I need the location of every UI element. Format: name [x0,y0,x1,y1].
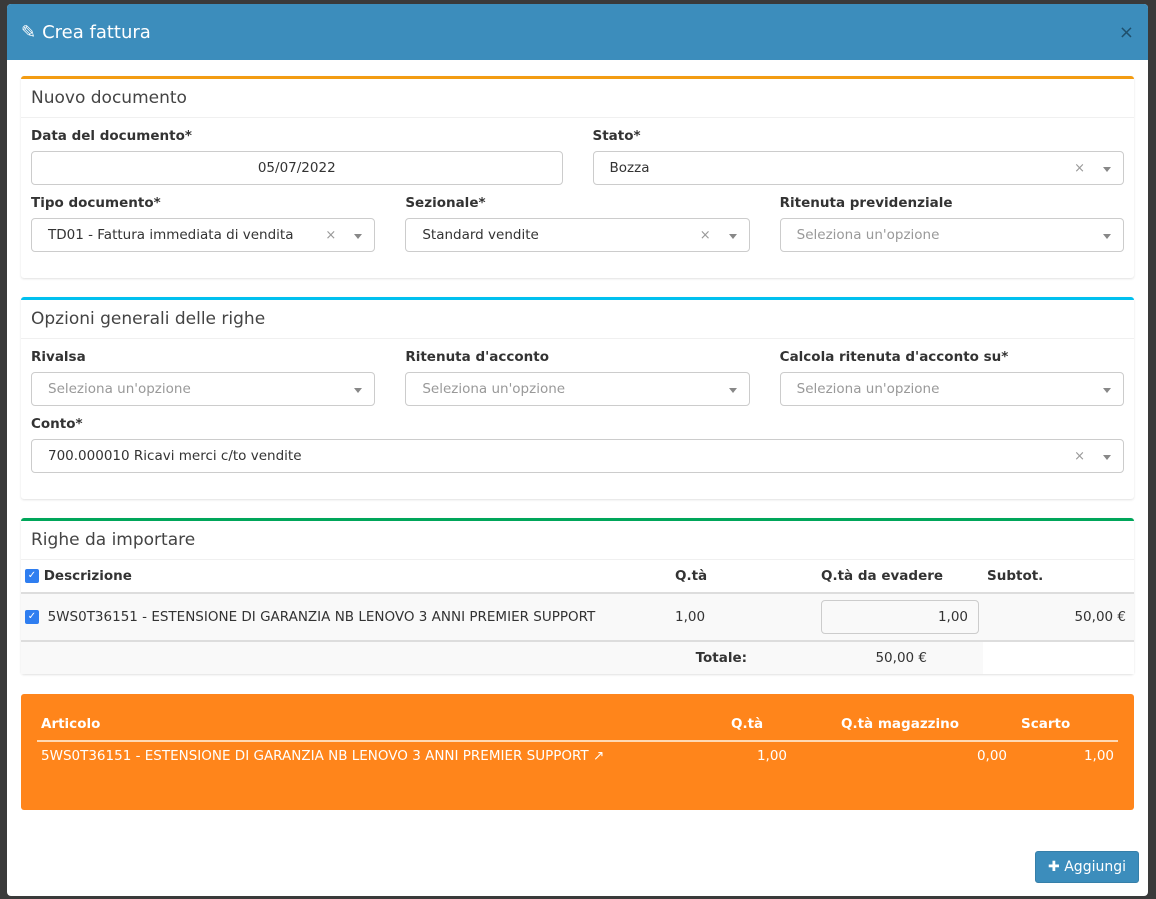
row-scarto: 1,00 [1083,748,1114,764]
pencil-icon: ✎ [21,21,37,43]
sezionale-value: Standard vendite [422,227,539,243]
row-options-box: Opzioni generali delle righe Rivalsa Sel… [21,297,1134,499]
status-value: Bozza [609,160,650,176]
placeholder: Seleziona un'opzione [796,227,940,243]
sezionale-select[interactable]: Standard vendite × [405,218,750,252]
box-title: Righe da importare [21,521,1134,560]
caret-down-icon [728,388,737,393]
doc-type-select[interactable]: TD01 - Fattura immediata di vendita × [31,218,376,252]
sezionale-label: Sezionale* [405,195,486,211]
caret-down-icon [1102,234,1111,239]
total-label: Totale: [695,650,747,666]
status-select[interactable]: Bozza × [592,151,1124,185]
col-header: Articolo [37,708,727,742]
rivalsa-select[interactable]: Seleziona un'opzione [31,372,376,406]
status-label: Stato* [592,128,641,144]
stock-warning-box: Articolo Q.tà Q.tà magazzino Scarto 5WS0… [21,694,1134,810]
box-title: Nuovo documento [21,79,1134,118]
col-header: Q.tà [727,708,837,742]
modal-title: Crea fattura [42,21,151,43]
doc-type-value: TD01 - Fattura immediata di vendita [48,227,294,243]
col-header: Q.tà magazzino [837,708,1017,742]
table-row: 5WS0T36151 - ESTENSIONE DI GARANZIA NB L… [37,741,1118,770]
total-row: Totale: 50,00 € [21,641,1134,674]
row-qty: 1,00 [675,609,706,625]
date-input[interactable]: 05/07/2022 [31,151,563,185]
row-qty: 1,00 [756,748,787,764]
select-all-checkbox[interactable]: ✓ [25,569,39,583]
calcola-label: Calcola ritenuta d'acconto su* [779,349,1009,365]
conto-select[interactable]: 700.000010 Ricavi merci c/to vendite × [31,439,1124,473]
ritenuta-prev-select[interactable]: Seleziona un'opzione [779,218,1124,252]
caret-down-icon [1102,388,1111,393]
col-header: Scarto [1017,708,1118,742]
box-title: Opzioni generali delle righe [21,300,1134,339]
row-subtotal: 50,00 € [1074,609,1126,625]
ritenuta-acconto-label: Ritenuta d'acconto [405,349,549,365]
plus-icon: ✚ [1048,859,1060,875]
date-label: Data del documento* [31,128,192,144]
article-link[interactable]: 5WS0T36151 - ESTENSIONE DI GARANZIA NB L… [41,748,589,764]
add-button[interactable]: ✚ Aggiungi [1035,851,1139,883]
row-checkbox[interactable]: ✓ [25,610,39,624]
row-stock-qty: 0,00 [976,748,1007,764]
clear-icon[interactable]: × [699,227,711,243]
col-header: Subtot. [983,560,1134,594]
placeholder: Seleziona un'opzione [48,381,191,397]
rows-table: ✓ Descrizione Q.tà Q.tà da evadere Subto… [21,560,1134,674]
placeholder: Seleziona un'opzione [796,381,940,397]
total-value: 50,00 € [875,650,927,666]
clear-icon[interactable]: × [1074,160,1085,176]
caret-down-icon [728,234,737,239]
new-document-box: Nuovo documento Data del documento* 05/0… [21,76,1134,278]
modal-header: ✎ Crea fattura × [7,4,1148,60]
stock-table: Articolo Q.tà Q.tà magazzino Scarto 5WS0… [37,708,1118,770]
caret-down-icon [354,234,363,239]
caret-down-icon [354,388,363,393]
create-invoice-modal: ✎ Crea fattura × Nuovo documento Data de… [7,4,1148,896]
clear-icon[interactable]: × [325,227,337,243]
placeholder: Seleziona un'opzione [422,381,566,397]
clear-icon[interactable]: × [1074,448,1085,464]
calcola-select[interactable]: Seleziona un'opzione [779,372,1124,406]
qty-to-process-input[interactable]: 1,00 [821,600,979,634]
row-description: 5WS0T36151 - ESTENSIONE DI GARANZIA NB L… [47,609,596,625]
col-header: Descrizione [43,568,132,584]
conto-value: 700.000010 Ricavi merci c/to vendite [48,448,302,464]
close-button[interactable]: × [1118,21,1134,43]
ritenuta-prev-label: Ritenuta previdenziale [779,195,953,211]
col-header: Q.tà [671,560,751,594]
caret-down-icon [1103,167,1111,172]
rows-import-box: Righe da importare ✓ Descrizione Q.tà Q.… [21,518,1134,674]
ritenuta-acconto-select[interactable]: Seleziona un'opzione [405,372,750,406]
col-header: Q.tà da evadere [751,560,983,594]
conto-label: Conto* [31,416,83,432]
add-label: Aggiungi [1064,859,1126,875]
doc-type-label: Tipo documento* [31,195,161,211]
table-row: ✓ 5WS0T36151 - ESTENSIONE DI GARANZIA NB… [21,593,1134,641]
rivalsa-label: Rivalsa [31,349,86,365]
external-link-icon[interactable]: ↗ [592,748,605,764]
caret-down-icon [1103,455,1111,460]
